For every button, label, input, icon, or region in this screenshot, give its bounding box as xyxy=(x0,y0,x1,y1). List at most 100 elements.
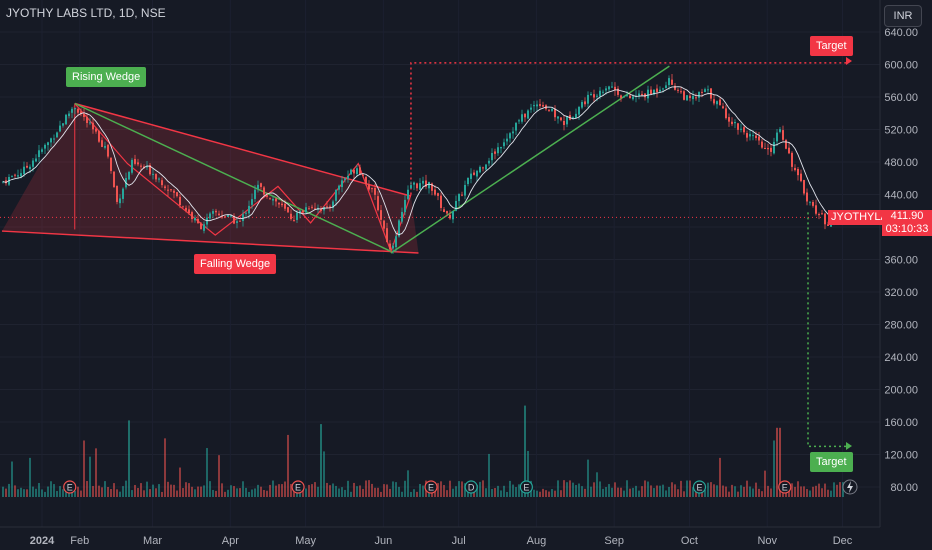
volume-bar xyxy=(611,487,613,497)
candle-body xyxy=(623,96,625,98)
chart-title: JYOTHY LABS LTD, 1D, NSE xyxy=(6,6,166,20)
candle-body xyxy=(314,208,316,210)
volume-bar xyxy=(683,491,685,497)
volume-bar xyxy=(260,486,262,497)
volume-bar xyxy=(62,489,64,497)
candle-body xyxy=(419,183,421,190)
price-tick-label: 480.00 xyxy=(884,157,918,169)
volume-bar xyxy=(677,489,679,497)
volume-bar xyxy=(572,482,574,497)
volume-bar xyxy=(17,489,19,497)
candle-body xyxy=(563,120,565,125)
volume-bar xyxy=(494,488,496,497)
volume-bar xyxy=(815,485,817,497)
time-axis[interactable]: 2024 Feb Mar Apr May Jun Jul Aug Sep Oct Nov Dec xyxy=(0,526,932,550)
volume-bar xyxy=(230,485,232,497)
volume-bar xyxy=(227,489,229,497)
earnings-marker xyxy=(464,480,478,494)
candle-body xyxy=(530,107,532,110)
candle-body xyxy=(185,207,187,211)
volume-bar xyxy=(719,457,721,497)
candle-body xyxy=(791,152,793,167)
candle-body xyxy=(152,173,154,175)
price-tick-label: 200.00 xyxy=(884,385,918,397)
candle-body xyxy=(428,181,430,189)
candle-body xyxy=(392,245,394,249)
volume-bar xyxy=(500,490,502,497)
candle-body xyxy=(599,90,601,97)
candle-body xyxy=(401,211,403,222)
volume-bar xyxy=(53,484,55,497)
volume-bar xyxy=(728,491,730,497)
candle-body xyxy=(275,198,277,202)
candle-body xyxy=(686,95,688,101)
candle-body xyxy=(149,165,151,175)
volume-bar xyxy=(140,483,142,497)
candle-body xyxy=(188,209,190,213)
candle-body xyxy=(200,223,202,230)
event-marker-letter: E xyxy=(67,483,73,493)
volume-bar xyxy=(626,480,628,497)
candle-body xyxy=(29,166,31,170)
target-up-arrow xyxy=(846,57,852,65)
candle-body xyxy=(431,183,433,191)
volume-bar xyxy=(320,424,322,497)
volume-bar xyxy=(518,484,520,497)
candle-body xyxy=(284,203,286,209)
candle-body xyxy=(551,109,553,111)
volume-bar xyxy=(740,485,742,497)
candle-body xyxy=(629,95,631,99)
volume-bar xyxy=(398,486,400,497)
volume-bar xyxy=(167,481,169,497)
candle-body xyxy=(137,162,139,165)
candle-body xyxy=(197,218,199,224)
volume-bar xyxy=(443,485,445,497)
volume-bar xyxy=(569,480,571,497)
candle-body xyxy=(131,159,133,173)
volume-bar xyxy=(671,482,673,497)
volume-bar xyxy=(383,484,385,497)
volume-bar xyxy=(590,486,592,497)
volume-bar xyxy=(371,483,373,497)
candle-body xyxy=(656,88,658,93)
candle-body xyxy=(389,243,391,250)
volume-bar xyxy=(389,488,391,497)
candle-body xyxy=(326,206,328,208)
candle-body xyxy=(773,141,775,154)
volume-bar xyxy=(689,480,691,497)
volume-bar xyxy=(452,488,454,497)
candle-body xyxy=(350,169,352,175)
volume-bar xyxy=(512,484,514,497)
candle-body xyxy=(797,168,799,176)
candle-body xyxy=(269,198,271,200)
target-bottom-label[interactable]: Target xyxy=(810,452,853,472)
volume-bar xyxy=(251,489,253,497)
volume-bar xyxy=(332,483,334,497)
volume-bar xyxy=(560,490,562,497)
candle-body xyxy=(242,214,244,222)
volume-bar xyxy=(29,457,31,497)
candle-body xyxy=(473,172,475,175)
falling-wedge-label[interactable]: Falling Wedge xyxy=(194,254,277,274)
candle-body xyxy=(761,141,763,148)
candle-body xyxy=(191,212,193,220)
volume-bar xyxy=(770,488,772,497)
candle-body xyxy=(359,167,361,174)
price-axis[interactable]: 640.00600.00560.00520.00480.00440.00400.… xyxy=(879,0,918,527)
candle-body xyxy=(755,135,757,139)
candle-body xyxy=(344,178,346,180)
candle-body xyxy=(647,89,649,99)
volume-bar xyxy=(482,480,484,497)
price-tick-label: 560.00 xyxy=(884,92,918,104)
volume-bar xyxy=(131,490,133,497)
currency-button[interactable]: INR xyxy=(884,5,922,27)
volume-bar xyxy=(263,490,265,497)
candle-body xyxy=(203,224,205,231)
rising-wedge-label[interactable]: Rising Wedge xyxy=(66,67,147,87)
target-top-label[interactable]: Target xyxy=(810,36,853,56)
candle-body xyxy=(212,211,214,214)
candle-body xyxy=(71,108,73,113)
candlesticks xyxy=(2,74,844,254)
volume-bar xyxy=(212,489,214,497)
